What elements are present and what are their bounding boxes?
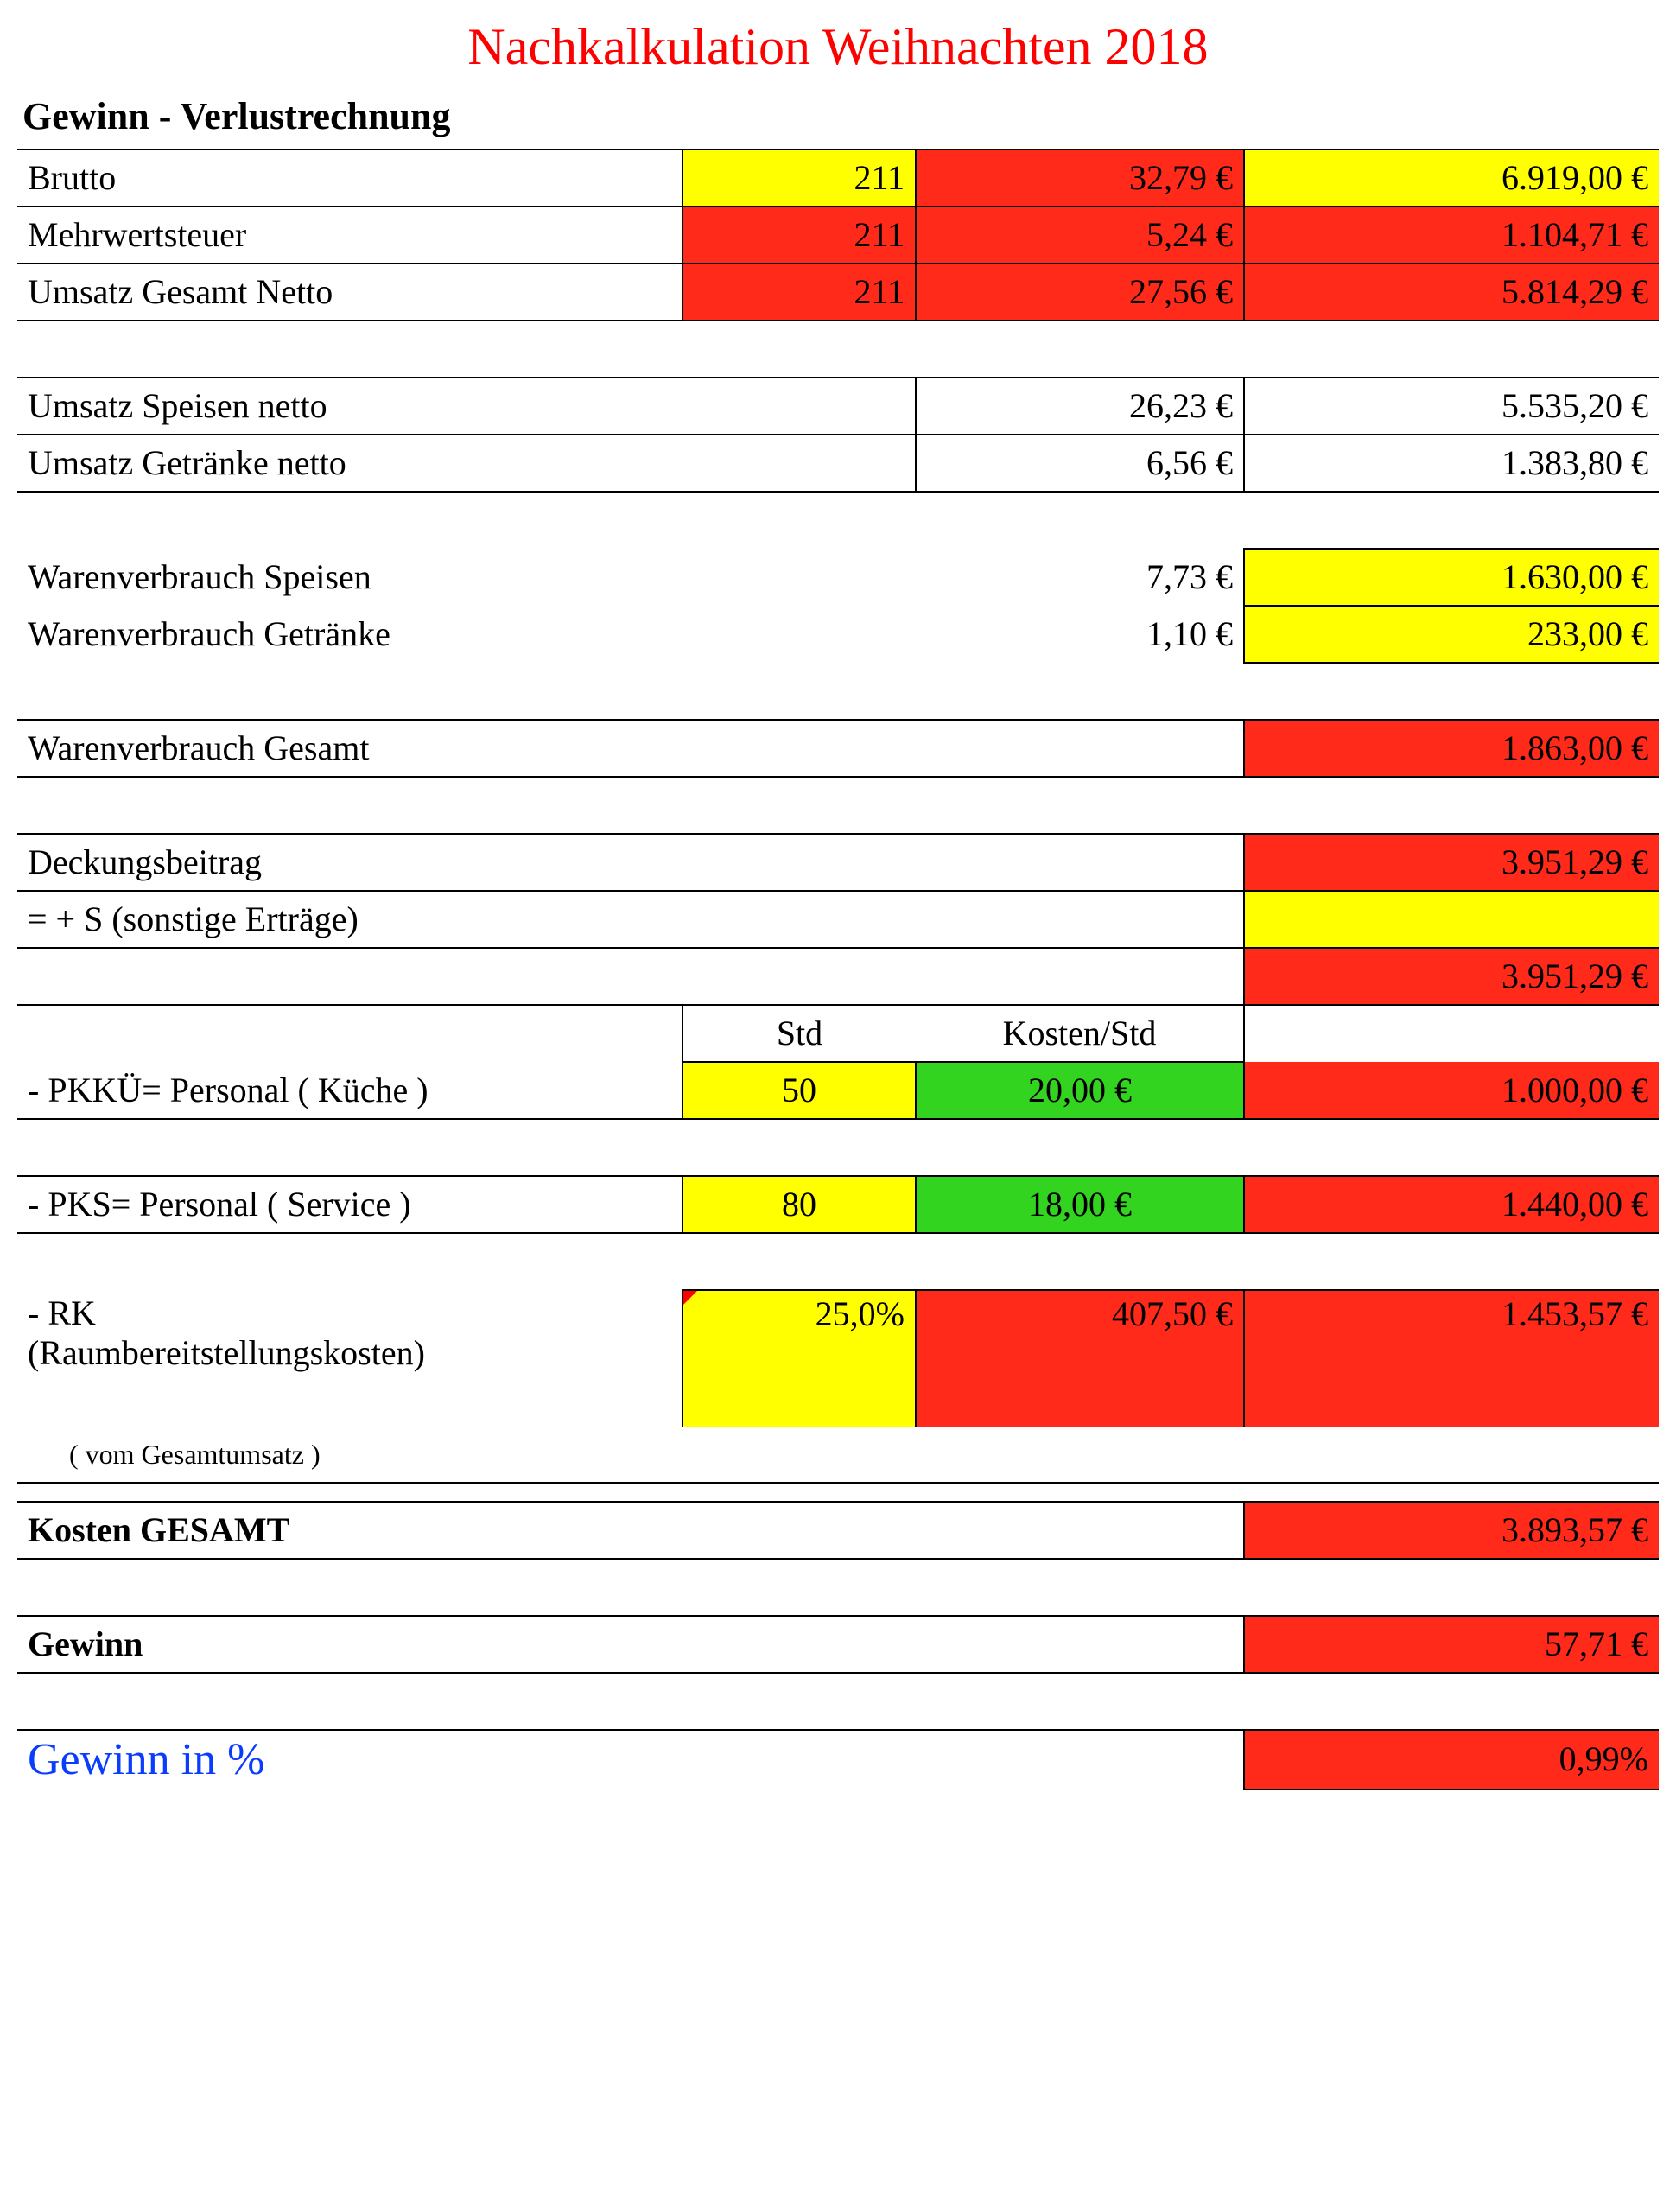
total: 1.440,00 €: [1244, 1176, 1659, 1233]
row-netto: Umsatz Gesamt Netto 211 27,56 € 5.814,29…: [17, 264, 1659, 321]
label: Gewinn in %: [17, 1730, 682, 1789]
row-sonstige: = + S (sonstige Erträge): [17, 891, 1659, 948]
total: 0,99%: [1244, 1730, 1659, 1789]
row-gewinn: Gewinn 57,71 €: [17, 1616, 1659, 1673]
row-db-sum: 3.951,29 €: [17, 948, 1659, 1005]
page-title: Nachkalkulation Weihnachten 2018: [17, 17, 1659, 77]
total: 233,00 €: [1244, 606, 1659, 663]
row-pks: - PKS= Personal ( Service ) 80 18,00 € 1…: [17, 1176, 1659, 1233]
label: Deckungsbeitrag: [17, 834, 682, 891]
label: Brutto: [17, 149, 682, 207]
unit: 5,24 €: [916, 207, 1244, 264]
rate: 20,00 €: [916, 1062, 1244, 1119]
label: Warenverbrauch Speisen: [17, 549, 682, 606]
total: 3.951,29 €: [1244, 948, 1659, 1005]
row-db: Deckungsbeitrag 3.951,29 €: [17, 834, 1659, 891]
label: Warenverbrauch Gesamt: [17, 720, 682, 777]
row-col-headers: Std Kosten/Std: [17, 1005, 1659, 1062]
row-pkk: - PKKÜ= Personal ( Küche ) 50 20,00 € 1.…: [17, 1062, 1659, 1119]
total: 57,71 €: [1244, 1616, 1659, 1673]
row-wv-getraenke: Warenverbrauch Getränke 1,10 € 233,00 €: [17, 606, 1659, 663]
total: 5.535,20 €: [1244, 378, 1659, 435]
row-wv-speisen: Warenverbrauch Speisen 7,73 € 1.630,00 €: [17, 549, 1659, 606]
total: 5.814,29 €: [1244, 264, 1659, 321]
unit: 26,23 €: [916, 378, 1244, 435]
row-speisen-netto: Umsatz Speisen netto 26,23 € 5.535,20 €: [17, 378, 1659, 435]
pct: 25,0%: [682, 1290, 916, 1427]
label: - RK (Raumbereitstellungskosten): [17, 1290, 682, 1427]
total: 1.453,57 €: [1244, 1290, 1659, 1427]
label: Umsatz Speisen netto: [17, 378, 682, 435]
total: 1.630,00 €: [1244, 549, 1659, 606]
amount: 407,50 €: [916, 1290, 1244, 1427]
total: 1.863,00 €: [1244, 720, 1659, 777]
row-brutto: Brutto 211 32,79 € 6.919,00 €: [17, 149, 1659, 207]
total: 1.104,71 €: [1244, 207, 1659, 264]
header-kosten-std: Kosten/Std: [916, 1005, 1244, 1062]
label: Warenverbrauch Getränke: [17, 606, 682, 663]
std: 80: [682, 1176, 916, 1233]
label: Mehrwertsteuer: [17, 207, 682, 264]
label: = + S (sonstige Erträge): [17, 891, 682, 948]
section-heading: Gewinn - Verlustrechnung: [22, 94, 1659, 138]
calc-table: Brutto 211 32,79 € 6.919,00 € Mehrwertst…: [17, 149, 1659, 1790]
label: Umsatz Getränke netto: [17, 435, 682, 492]
qty: 211: [682, 264, 916, 321]
total: 1.383,80 €: [1244, 435, 1659, 492]
qty: 211: [682, 207, 916, 264]
row-rk-note: ( vom Gesamtumsatz ): [17, 1427, 1659, 1483]
label: - PKS= Personal ( Service ): [17, 1176, 682, 1233]
rate: 18,00 €: [916, 1176, 1244, 1233]
total: 6.919,00 €: [1244, 149, 1659, 207]
label: - PKKÜ= Personal ( Küche ): [17, 1062, 682, 1119]
label: Gewinn: [17, 1616, 682, 1673]
qty: 211: [682, 149, 916, 207]
unit: 27,56 €: [916, 264, 1244, 321]
row-mwst: Mehrwertsteuer 211 5,24 € 1.104,71 €: [17, 207, 1659, 264]
note: ( vom Gesamtumsatz ): [17, 1427, 682, 1483]
unit: 32,79 €: [916, 149, 1244, 207]
row-rk: - RK (Raumbereitstellungskosten) 25,0% 4…: [17, 1290, 1659, 1427]
total: 1.000,00 €: [1244, 1062, 1659, 1119]
row-gewinn-pct: Gewinn in % 0,99%: [17, 1730, 1659, 1789]
header-std: Std: [682, 1005, 916, 1062]
std: 50: [682, 1062, 916, 1119]
unit: 1,10 €: [916, 606, 1244, 663]
total: 3.893,57 €: [1244, 1502, 1659, 1559]
row-wv-gesamt: Warenverbrauch Gesamt 1.863,00 €: [17, 720, 1659, 777]
label: Umsatz Gesamt Netto: [17, 264, 682, 321]
total: 3.951,29 €: [1244, 834, 1659, 891]
label: Kosten GESAMT: [17, 1502, 682, 1559]
unit: 7,73 €: [916, 549, 1244, 606]
row-kosten-gesamt: Kosten GESAMT 3.893,57 €: [17, 1502, 1659, 1559]
row-getraenke-netto: Umsatz Getränke netto 6,56 € 1.383,80 €: [17, 435, 1659, 492]
unit: 6,56 €: [916, 435, 1244, 492]
